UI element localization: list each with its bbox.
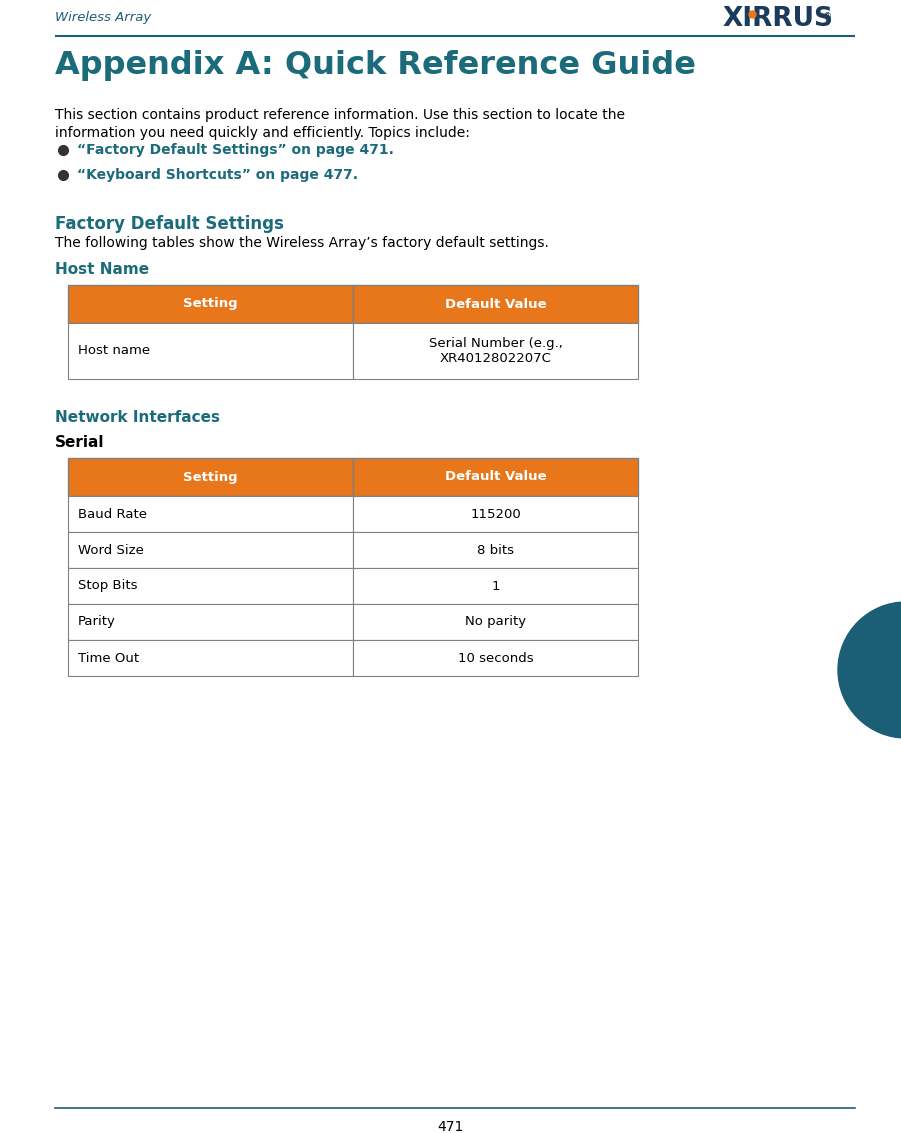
Text: Host name: Host name <box>78 344 150 358</box>
Text: Baud Rate: Baud Rate <box>78 508 147 520</box>
Text: Word Size: Word Size <box>78 544 144 556</box>
Text: 10 seconds: 10 seconds <box>458 651 533 664</box>
Bar <box>353 286 638 323</box>
Text: Network Interfaces: Network Interfaces <box>55 410 220 425</box>
Text: information you need quickly and efficiently. Topics include:: information you need quickly and efficie… <box>55 126 470 140</box>
Text: Setting: Setting <box>183 298 238 310</box>
Bar <box>68 496 353 533</box>
Bar <box>68 286 353 323</box>
Text: Parity: Parity <box>78 615 116 629</box>
Text: Host Name: Host Name <box>55 262 150 276</box>
Text: This section contains product reference information. Use this section to locate : This section contains product reference … <box>55 108 625 122</box>
Bar <box>353 640 638 676</box>
Bar <box>353 533 638 568</box>
Text: The following tables show the Wireless Array’s factory default settings.: The following tables show the Wireless A… <box>55 236 549 250</box>
Bar <box>353 604 638 640</box>
Bar <box>353 496 638 533</box>
Text: Serial: Serial <box>55 435 105 450</box>
Text: “Factory Default Settings” on page 471.: “Factory Default Settings” on page 471. <box>77 143 394 157</box>
Text: Setting: Setting <box>183 470 238 484</box>
Bar <box>68 533 353 568</box>
Bar <box>353 458 638 496</box>
Bar <box>68 568 353 604</box>
Text: Stop Bits: Stop Bits <box>78 579 138 593</box>
Text: No parity: No parity <box>465 615 526 629</box>
Text: 115200: 115200 <box>470 508 521 520</box>
Bar <box>353 323 638 380</box>
Text: XIRRUS: XIRRUS <box>723 6 833 32</box>
Text: 471: 471 <box>437 1121 464 1133</box>
Text: Appendix A: Quick Reference Guide: Appendix A: Quick Reference Guide <box>55 50 696 80</box>
Bar <box>68 604 353 640</box>
Text: Wireless Array: Wireless Array <box>55 11 151 25</box>
Circle shape <box>838 602 901 738</box>
Text: Factory Default Settings: Factory Default Settings <box>55 215 284 233</box>
Text: “Keyboard Shortcuts” on page 477.: “Keyboard Shortcuts” on page 477. <box>77 168 358 182</box>
Bar <box>68 458 353 496</box>
Bar <box>68 323 353 380</box>
Text: ®: ® <box>823 12 832 22</box>
Text: Time Out: Time Out <box>78 651 139 664</box>
Text: 1: 1 <box>491 579 500 593</box>
Bar <box>68 640 353 676</box>
Text: Default Value: Default Value <box>445 298 546 310</box>
Text: 8 bits: 8 bits <box>477 544 514 556</box>
Text: Serial Number (e.g.,
XR4012802207C: Serial Number (e.g., XR4012802207C <box>429 337 562 365</box>
Bar <box>353 568 638 604</box>
Text: Default Value: Default Value <box>445 470 546 484</box>
